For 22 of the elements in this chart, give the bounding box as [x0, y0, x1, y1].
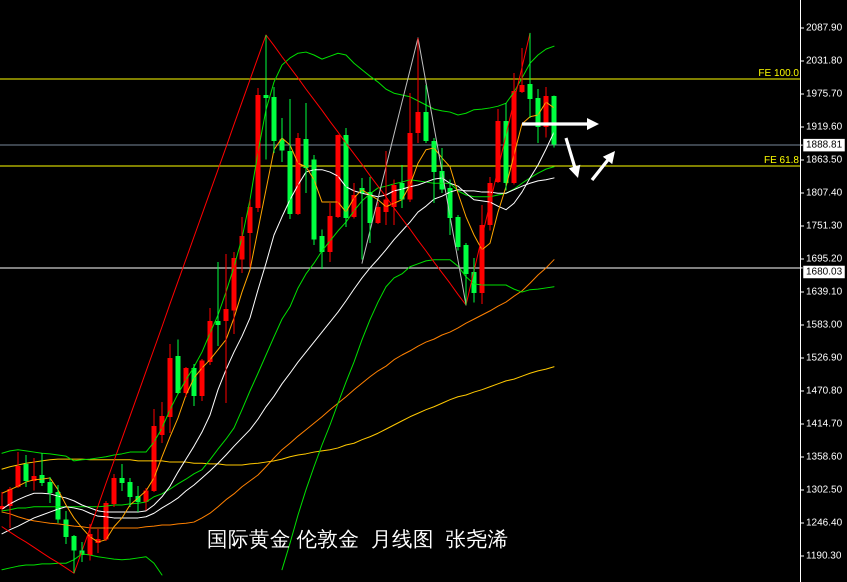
- y-tick-label: 2031.80: [806, 56, 843, 66]
- y-tick-label: 1414.70: [806, 418, 843, 430]
- y-tick-label: 1807.40: [806, 188, 843, 198]
- y-tick-label: 1680.03: [806, 266, 843, 278]
- y-tick-label: 1190.30: [806, 550, 842, 562]
- ref-line-label: FE 100.0: [758, 68, 800, 80]
- y-tick-label: 1975.70: [806, 88, 843, 100]
- y-tick-label: 1751.30: [806, 220, 843, 232]
- y-tick-label: 1470.80: [806, 386, 843, 396]
- y-tick-label: 2087.90: [806, 22, 843, 34]
- y-tick-label: 1358.60: [806, 452, 843, 462]
- y-tick-label: 1639.10: [806, 286, 843, 298]
- y-tick-label: 1302.50: [806, 484, 843, 496]
- y-tick-label: 1695.20: [806, 254, 843, 264]
- ref-line-label: FE 61.8: [764, 155, 800, 166]
- y-tick-label: 1919.60: [806, 122, 843, 132]
- y-tick-label: 1246.40: [806, 518, 843, 528]
- y-tick-label: 1526.90: [806, 352, 843, 364]
- y-tick-label: 1583.00: [806, 320, 843, 330]
- y-tick-label: 1888.81: [806, 140, 843, 151]
- y-tick-label: 1863.50: [806, 154, 843, 166]
- text: 国际黄金 伦敦金 月线图 张尧浠: [207, 528, 508, 551]
